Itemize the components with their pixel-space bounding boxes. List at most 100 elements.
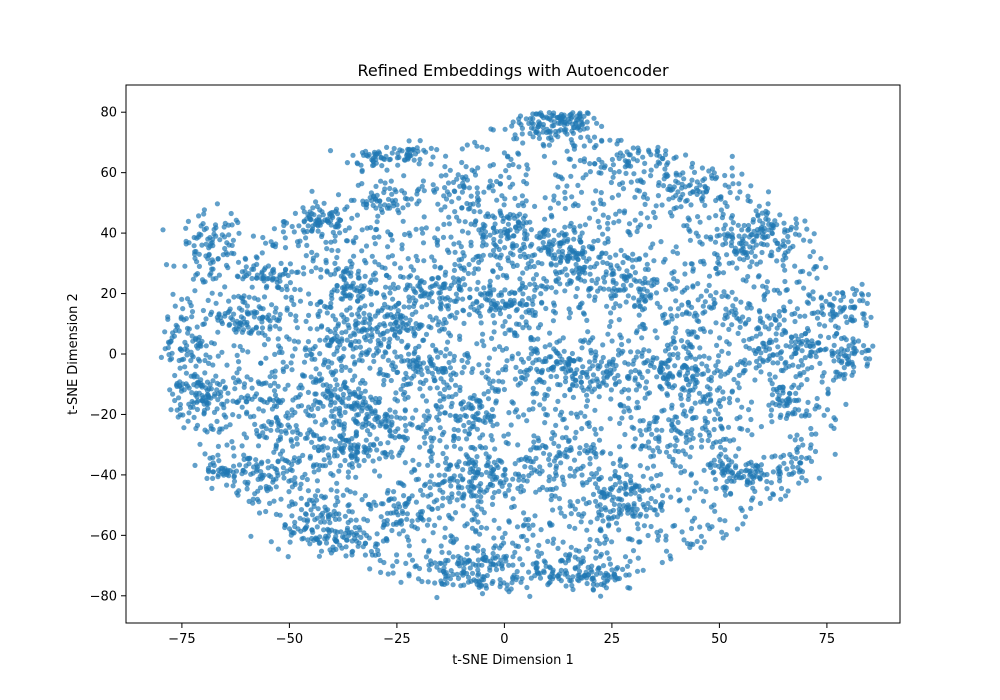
scatter-point bbox=[683, 435, 689, 441]
scatter-point bbox=[403, 315, 409, 321]
scatter-point bbox=[354, 161, 361, 167]
scatter-point bbox=[536, 542, 542, 548]
scatter-point bbox=[295, 339, 301, 345]
scatter-point bbox=[690, 376, 697, 382]
scatter-point bbox=[785, 488, 791, 494]
scatter-point bbox=[359, 248, 365, 254]
scatter-point bbox=[301, 218, 307, 224]
scatter-point bbox=[231, 294, 237, 300]
scatter-point bbox=[702, 309, 708, 315]
scatter-point bbox=[518, 483, 524, 489]
scatter-point bbox=[550, 540, 556, 546]
scatter-point bbox=[654, 300, 660, 306]
scatter-point bbox=[608, 310, 614, 316]
scatter-point bbox=[389, 433, 395, 439]
scatter-point bbox=[308, 351, 314, 357]
scatter-point bbox=[361, 310, 367, 316]
scatter-point bbox=[465, 359, 471, 365]
scatter-point bbox=[215, 256, 221, 262]
scatter-point bbox=[531, 294, 537, 300]
scatter-point bbox=[652, 214, 658, 221]
scatter-point bbox=[705, 437, 711, 444]
scatter-point bbox=[673, 285, 679, 291]
scatter-point bbox=[447, 462, 453, 468]
scatter-point bbox=[200, 382, 206, 388]
scatter-point bbox=[754, 227, 761, 233]
scatter-point bbox=[548, 262, 554, 268]
scatter-point bbox=[687, 228, 693, 234]
scatter-point bbox=[576, 123, 582, 130]
scatter-point bbox=[595, 237, 601, 244]
scatter-point bbox=[545, 367, 552, 373]
scatter-point bbox=[736, 181, 742, 187]
scatter-point bbox=[205, 465, 212, 471]
scatter-point bbox=[454, 214, 460, 220]
scatter-point bbox=[607, 254, 613, 260]
scatter-point bbox=[234, 318, 240, 324]
scatter-point bbox=[708, 398, 714, 404]
scatter-point bbox=[683, 152, 689, 158]
scatter-point bbox=[462, 219, 468, 225]
scatter-point bbox=[289, 223, 295, 230]
scatter-point bbox=[713, 439, 719, 445]
scatter-point bbox=[684, 507, 690, 513]
scatter-point bbox=[309, 497, 315, 503]
scatter-point bbox=[238, 314, 244, 320]
scatter-point bbox=[193, 248, 199, 255]
scatter-point bbox=[823, 264, 829, 271]
scatter-point bbox=[304, 228, 310, 235]
scatter-point bbox=[391, 145, 397, 152]
scatter-point bbox=[392, 349, 398, 355]
scatter-point bbox=[464, 454, 470, 460]
scatter-point bbox=[568, 544, 574, 550]
scatter-point bbox=[240, 295, 246, 302]
scatter-point bbox=[460, 307, 466, 313]
scatter-point bbox=[742, 233, 748, 239]
scatter-point bbox=[557, 382, 563, 388]
scatter-point bbox=[757, 331, 764, 337]
scatter-point bbox=[659, 427, 665, 433]
scatter-point bbox=[185, 330, 191, 336]
scatter-point bbox=[853, 348, 859, 354]
scatter-point bbox=[315, 405, 321, 412]
scatter-point bbox=[581, 143, 587, 149]
scatter-point bbox=[657, 384, 663, 390]
scatter-point bbox=[575, 275, 581, 281]
scatter-point bbox=[706, 168, 712, 174]
scatter-point bbox=[640, 567, 646, 573]
scatter-point bbox=[485, 362, 491, 368]
scatter-point bbox=[654, 355, 660, 361]
scatter-point bbox=[583, 575, 590, 581]
scatter-point bbox=[212, 391, 218, 397]
scatter-point bbox=[653, 290, 660, 296]
scatter-point bbox=[789, 454, 795, 460]
scatter-point bbox=[522, 284, 529, 291]
scatter-point bbox=[454, 310, 460, 316]
scatter-point bbox=[672, 443, 678, 449]
scatter-point bbox=[189, 309, 196, 315]
scatter-point bbox=[635, 381, 641, 387]
scatter-point bbox=[610, 460, 616, 467]
scatter-point bbox=[172, 397, 178, 404]
scatter-point bbox=[309, 439, 315, 445]
scatter-point bbox=[450, 582, 456, 588]
scatter-point bbox=[189, 333, 195, 339]
scatter-point bbox=[792, 350, 799, 356]
scatter-point bbox=[349, 312, 355, 318]
scatter-point bbox=[203, 241, 209, 247]
scatter-point bbox=[257, 396, 263, 402]
scatter-point bbox=[838, 335, 845, 342]
scatter-point bbox=[572, 566, 578, 572]
scatter-point bbox=[239, 307, 245, 313]
scatter-point bbox=[282, 235, 288, 241]
scatter-point bbox=[341, 284, 347, 290]
scatter-point bbox=[172, 372, 178, 379]
scatter-point bbox=[481, 189, 487, 195]
scatter-point bbox=[673, 154, 679, 160]
scatter-point bbox=[334, 211, 341, 217]
scatter-point bbox=[349, 455, 355, 461]
scatter-point bbox=[379, 163, 385, 169]
scatter-point bbox=[378, 178, 384, 184]
scatter-point bbox=[815, 309, 821, 315]
scatter-point bbox=[265, 336, 271, 342]
